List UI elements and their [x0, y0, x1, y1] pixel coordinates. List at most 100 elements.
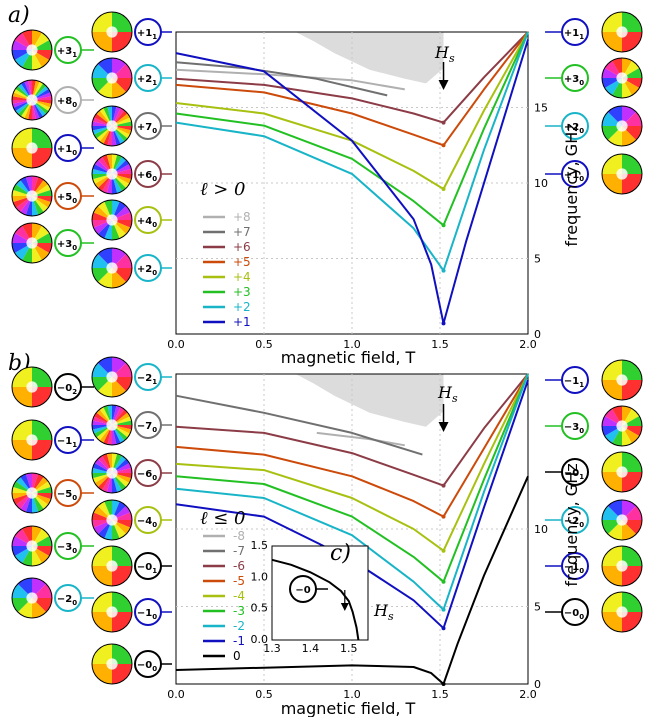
mode-profile-wedge: [92, 612, 112, 632]
mode-profile-rim: [11, 79, 53, 121]
mode-profile-rim: [11, 222, 53, 264]
series-point-b--4-4: [441, 548, 446, 553]
legend-title-b: ℓ ≤ 0: [200, 508, 245, 529]
mode-profile-rim: [91, 499, 133, 541]
series-line-a-+8: [175, 68, 405, 91]
mode-profile-wedge: [622, 360, 642, 380]
mode-profile-wedge: [112, 201, 127, 220]
mode-label-a-right-3: +10: [564, 170, 584, 183]
mode-profile-rim: [601, 153, 643, 195]
inset-x-tick-1: 1.4: [302, 642, 320, 655]
mode-profile-wedge: [32, 128, 52, 148]
mode-profile-rim: [11, 127, 53, 169]
mode-profile-rim: [91, 545, 133, 587]
mode-profile-wedge: [622, 426, 640, 444]
mode-profile-wedge: [112, 268, 132, 283]
mode-label-b-left-2: −50: [57, 489, 77, 502]
mode-profile-wedge: [622, 505, 642, 520]
x-tick-label-a-2: 1.0: [343, 338, 361, 351]
mode-profile-wedge: [32, 179, 49, 196]
mode-profile-wedge: [622, 520, 637, 540]
mode-profile-wedge: [602, 566, 622, 586]
mode-profile-wedge: [17, 598, 32, 618]
mode-profile-wedge: [12, 387, 32, 407]
mode-profile-wedge: [604, 78, 622, 96]
mode-profile-wedge: [112, 253, 132, 268]
mode-profile-wedge: [112, 32, 132, 52]
mode-profile-rim: [601, 591, 643, 633]
series-point-a-+5-4: [441, 143, 446, 148]
mode-label-a-right-2: +20: [564, 122, 584, 135]
hs-annotation-c: Hs: [373, 601, 394, 623]
mode-profile-b-right-4: [601, 545, 643, 587]
mode-profile-core: [616, 120, 628, 132]
mode-profile-wedge: [32, 546, 50, 564]
mode-profile-wedge: [12, 128, 32, 148]
mode-profile-wedge: [622, 592, 642, 612]
mode-profile-wedge: [12, 148, 32, 168]
saturation-region-a: [295, 32, 444, 84]
mode-profile-b-right-2: [601, 451, 643, 493]
mode-profile-rim: [11, 577, 53, 619]
mode-label-b-right-5: −00: [564, 608, 584, 621]
mode-label-b-left-10: −10: [137, 608, 157, 621]
series-line-b--3: [175, 373, 529, 583]
series-line-b--4: [175, 373, 529, 552]
mode-label-b-left-7: −60: [137, 469, 157, 482]
mode-profile-wedge: [15, 493, 32, 510]
series-line-b--2: [175, 373, 529, 611]
mode-profile-wedge: [112, 664, 132, 684]
mode-profile-wedge: [602, 154, 622, 174]
mode-profile-wedge: [112, 546, 132, 566]
mode-profile-wedge: [92, 32, 112, 52]
mode-profile-a-left-5: [91, 11, 133, 53]
series-point-a-+6-4: [441, 120, 446, 125]
legend-label-b--1: -1: [233, 634, 245, 648]
mode-profile-b-right-0: [601, 359, 643, 401]
mode-profile-core: [26, 381, 38, 393]
saturation-region-b: [295, 374, 444, 427]
mode-label-b-right-4: −10: [564, 562, 584, 575]
mode-profile-wedge: [622, 520, 643, 535]
mode-profile-wedge: [602, 32, 622, 52]
series-point-b--1-4: [441, 626, 446, 631]
mode-profile-a-left-3: [11, 175, 53, 217]
mode-label-b-left-4: −20: [57, 594, 77, 607]
series-line-b--1: [175, 379, 529, 630]
mode-profile-rim: [11, 419, 53, 461]
mode-profile-b-right-1: [601, 405, 643, 447]
mode-profile-wedge: [602, 12, 622, 32]
mode-profile-wedge: [112, 644, 132, 664]
mode-profile-wedge: [32, 440, 52, 460]
inset-frame: [271, 545, 369, 641]
y-tick-label-b-0: 0: [534, 678, 541, 691]
mode-profile-wedge: [112, 78, 127, 98]
legend-label-b-0: 0: [233, 649, 241, 663]
mode-label-a-left-5: +11: [137, 28, 157, 41]
x-tick-label-a-4: 2.0: [519, 338, 537, 351]
mode-label-b-left-11: −00: [137, 660, 157, 673]
mode-profile-wedge: [32, 528, 50, 546]
mode-profile-wedge: [602, 505, 622, 520]
legend-label-a-+6: +6: [233, 240, 251, 254]
mode-profile-core: [106, 26, 118, 38]
mode-profile-rim: [91, 643, 133, 685]
legend-label-a-+4: +4: [233, 270, 251, 284]
mode-profile-wedge: [602, 360, 622, 380]
series-point-a-+2-4: [441, 268, 446, 273]
series-line-a-+3: [175, 31, 529, 227]
mode-profile-b-left-7: [91, 452, 133, 494]
mode-profile-core: [26, 487, 38, 499]
mode-profile-wedge: [622, 126, 637, 146]
mode-profile-wedge: [604, 426, 622, 444]
mode-profile-wedge: [622, 111, 642, 126]
mode-profile-wedge: [602, 520, 622, 535]
mode-profile-wedge: [622, 612, 642, 632]
mode-profile-wedge: [622, 154, 642, 174]
inset-y-tick-3: 1.5: [251, 539, 269, 552]
mode-profile-core: [616, 374, 628, 386]
legend-label-b--4: -4: [233, 589, 245, 603]
mode-profile-wedge: [602, 472, 622, 492]
mode-profile-rim: [601, 545, 643, 587]
